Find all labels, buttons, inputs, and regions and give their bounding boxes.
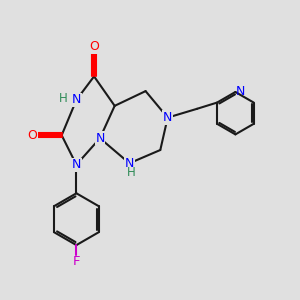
Text: N: N bbox=[163, 111, 172, 124]
Text: H: H bbox=[59, 92, 68, 105]
Text: N: N bbox=[72, 158, 81, 171]
Text: N: N bbox=[236, 85, 245, 98]
Text: O: O bbox=[89, 40, 99, 53]
Text: H: H bbox=[127, 166, 135, 179]
Text: F: F bbox=[73, 255, 80, 268]
Text: N: N bbox=[125, 157, 134, 170]
Text: N: N bbox=[72, 93, 81, 106]
Text: O: O bbox=[27, 129, 37, 142]
Text: N: N bbox=[95, 132, 105, 145]
